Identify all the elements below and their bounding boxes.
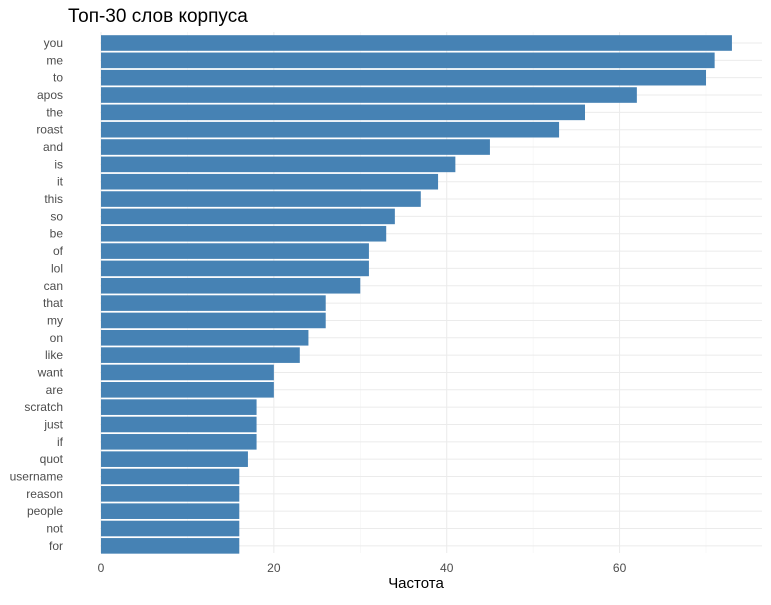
y-tick-label-me: me (46, 53, 63, 67)
bar-scratch (101, 399, 257, 415)
bar-so (101, 208, 395, 225)
y-tick-label-so: so (50, 209, 63, 223)
x-tick-label-2: 40 (440, 561, 454, 575)
y-axis-labels: you me to apos the roast and is it this so be of lol c… (10, 36, 64, 553)
y-tick-label-just: just (43, 417, 63, 431)
bar-just (101, 416, 257, 433)
y-tick-label-my: my (47, 313, 63, 327)
bar-want (101, 364, 274, 381)
bar-for (101, 538, 240, 554)
bar-this (101, 191, 421, 207)
y-tick-label-and: and (43, 140, 63, 154)
y-tick-label-apos: apos (37, 88, 63, 102)
x-tick-label-1: 20 (267, 561, 281, 575)
bar-lol (101, 260, 369, 277)
y-tick-label-you: you (44, 36, 63, 50)
bar-it (101, 173, 439, 190)
bar-be (101, 225, 387, 242)
bar-you (101, 35, 732, 51)
y-tick-label-username: username (10, 470, 64, 484)
y-tick-label-to: to (53, 71, 63, 85)
bars (101, 35, 732, 554)
bar-me (101, 52, 715, 69)
y-tick-label-people: people (27, 504, 63, 518)
y-tick-label-for: for (49, 539, 63, 553)
y-tick-label-that: that (43, 296, 64, 310)
y-tick-label-roast: roast (36, 123, 63, 137)
y-tick-label-on: on (50, 331, 63, 345)
bar-of (101, 243, 369, 259)
bar-if (101, 434, 257, 450)
y-tick-label-if: if (57, 435, 64, 449)
x-axis-title: Частота (388, 575, 444, 592)
x-axis-labels: 0 20 40 60 (98, 561, 627, 575)
bar-the (101, 104, 585, 121)
bar-that (101, 295, 326, 311)
bar-is (101, 156, 456, 173)
bar-people (101, 503, 240, 519)
bar-username (101, 468, 240, 485)
y-tick-label-want: want (37, 365, 64, 379)
bar-to (101, 69, 706, 86)
bar-reason (101, 486, 240, 502)
y-tick-label-of: of (53, 244, 64, 258)
chart-title: Топ-30 слов корпуса (68, 6, 248, 27)
y-tick-label-like: like (45, 348, 63, 362)
bar-my (101, 312, 326, 329)
x-tick-label-3: 60 (613, 561, 627, 575)
y-tick-label-reason: reason (26, 487, 63, 501)
y-tick-label-this: this (44, 192, 63, 206)
y-tick-label-lol: lol (51, 261, 63, 275)
bar-not (101, 520, 240, 537)
bar-can (101, 277, 361, 294)
bar-are (101, 382, 274, 398)
bar-on (101, 329, 309, 346)
bar-roast (101, 121, 560, 138)
y-tick-label-not: not (46, 522, 63, 536)
y-tick-label-is: is (54, 157, 63, 171)
bar-apos (101, 87, 637, 103)
bar-and (101, 139, 490, 155)
x-tick-label-0: 0 (98, 561, 105, 575)
bar-like (101, 347, 300, 363)
y-tick-label-scratch: scratch (24, 400, 63, 414)
y-tick-label-are: are (46, 383, 64, 397)
y-tick-label-quot: quot (40, 452, 64, 466)
bar-quot (101, 451, 248, 467)
y-tick-label-can: can (44, 279, 63, 293)
y-tick-label-the: the (46, 105, 63, 119)
y-tick-label-it: it (57, 175, 64, 189)
y-tick-label-be: be (50, 227, 64, 241)
